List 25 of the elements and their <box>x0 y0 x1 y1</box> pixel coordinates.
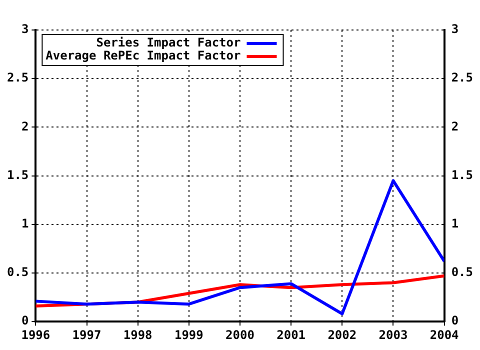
y2-tick-label: 1 <box>451 216 459 231</box>
x-tick-label: 2003 <box>378 328 408 342</box>
y2-tick-label: 2 <box>451 119 459 134</box>
y2-tick-label: 0.5 <box>451 265 474 280</box>
y-tick-label: 2.5 <box>6 70 29 85</box>
y-tick-label: 1 <box>21 216 29 231</box>
x-tick-label: 2004 <box>430 328 459 342</box>
x-tick-label: 1999 <box>174 328 204 342</box>
x-tick-label: 1997 <box>72 328 102 342</box>
legend-label: Average RePEc Impact Factor <box>46 48 241 63</box>
x-tick-label: 1996 <box>21 328 50 342</box>
y-tick-label: 1.5 <box>6 168 29 182</box>
x-tick-label: 2000 <box>226 328 254 342</box>
x-tick-label: 1998 <box>123 328 152 342</box>
y2-tick-label: 2.5 <box>451 70 474 85</box>
legend-label: Series Impact Factor <box>96 36 241 50</box>
y-tick-label: 0.5 <box>6 265 29 280</box>
y-tick-label: 2 <box>21 119 29 134</box>
x-tick-label: 2002 <box>328 328 357 342</box>
y2-tick-label: 0 <box>451 314 459 328</box>
y-tick-label: 0 <box>21 314 29 328</box>
x-tick-label: 2001 <box>276 328 306 342</box>
y2-tick-label: 1.5 <box>451 168 474 182</box>
y-tick-label: 3 <box>21 22 29 36</box>
y2-tick-label: 3 <box>451 22 459 36</box>
